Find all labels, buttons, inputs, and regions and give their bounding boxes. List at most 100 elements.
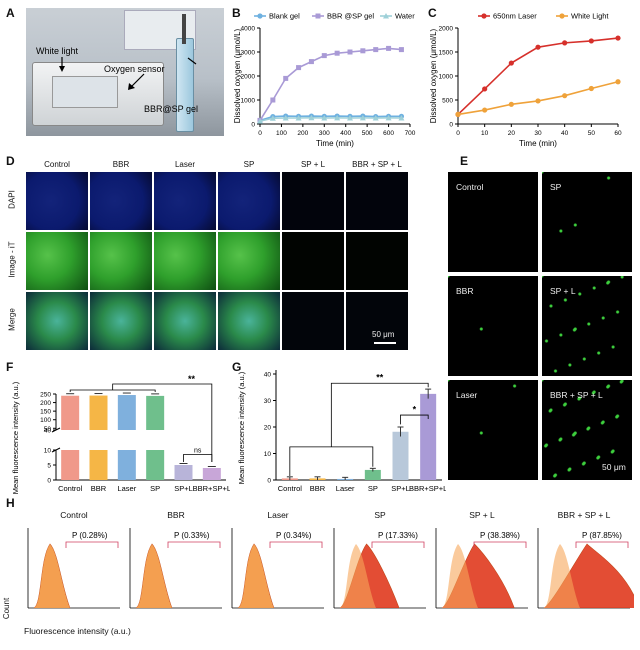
micrograph-grid-d: DAPI Image - iT Merge Control BBR Laser SP SP +… [0, 160, 420, 356]
x-tick-label: SP+L [174, 484, 193, 493]
micrograph-label: BBR [456, 286, 474, 296]
y-tick-label: 40 [44, 428, 52, 435]
series-line [259, 47, 402, 121]
control-peak [238, 544, 274, 608]
x-tick-label: 600 [383, 130, 394, 137]
histogram-title: Control [60, 510, 88, 520]
chart-c-dissolved-oxygen-light: 0 10 20 30 40 50 60 0 500 1000 1500 2000 Time (min) D… [429, 12, 622, 149]
micrograph-tile [542, 276, 632, 376]
legend-label: BBR @SP gel [327, 12, 374, 21]
data-point [296, 65, 302, 71]
gate-line [65, 541, 119, 548]
panel-label-g: G [232, 360, 242, 374]
micrograph-tile [346, 172, 408, 230]
row-label: Image - iT [7, 241, 17, 278]
legend-marker [315, 13, 321, 19]
histogram-plot: P (0.34%) [231, 528, 324, 609]
micrograph-label: SP + L [550, 286, 576, 296]
y-tick-label: 20 [264, 425, 272, 432]
data-point [535, 44, 541, 50]
histogram-plot: P (17.33%) [333, 528, 426, 609]
x-tick-label: Control [278, 484, 303, 493]
bracket [112, 383, 213, 462]
data-point [308, 59, 314, 65]
data-point [562, 40, 568, 46]
y-tick-label: 0 [251, 122, 255, 129]
bracket [69, 389, 156, 392]
data-point [283, 75, 289, 81]
y-tick-label: 0 [47, 478, 51, 485]
series-line [259, 116, 402, 122]
micrograph-tile [26, 292, 88, 350]
data-point [321, 53, 327, 59]
panel-label-c: C [428, 6, 437, 20]
x-axis-label: Time (min) [316, 139, 354, 148]
gate-line [473, 541, 527, 548]
legend-marker [257, 13, 263, 19]
legend-marker [481, 13, 487, 19]
control-peak [34, 544, 70, 608]
panel-label-e: E [460, 154, 469, 168]
data-point [398, 47, 404, 53]
label-sample: BBR@SP gel [144, 104, 198, 114]
data-point [385, 114, 392, 121]
x-tick-label: Laser [336, 484, 355, 493]
significance-label: ** [188, 374, 196, 384]
data-point [482, 107, 488, 113]
histogram-plot: P (87.85%) [537, 528, 634, 609]
micrograph-tile [26, 232, 88, 290]
bracket [289, 446, 374, 477]
x-tick-label: 300 [319, 130, 330, 137]
micrograph-label: SP [550, 182, 562, 192]
x-tick-label: 700 [405, 130, 416, 137]
bracket [400, 414, 429, 425]
micrograph-tile [542, 172, 632, 272]
y-tick-label: 10 [44, 448, 52, 455]
y-axis-label: Mean fluorescence intensity (a.u.) [11, 381, 20, 494]
chart-b-dissolved-oxygen-gel: 0 100 200 300 400 500 600 700 0 1000 2000 3000 4000 T… [233, 12, 416, 149]
data-point [562, 93, 568, 99]
gate-line [167, 541, 221, 548]
y-tick-label: 2000 [241, 74, 256, 81]
bar [117, 450, 136, 480]
micrograph-tile [346, 292, 408, 350]
oxygen-sensor-photo: White light Oxygen sensor BBR@SP gel [26, 8, 224, 136]
x-tick-label: BBR+SP+L [193, 484, 230, 493]
data-point [270, 97, 276, 103]
gate-label: P (0.33%) [174, 531, 210, 540]
x-tick-label: 500 [362, 130, 373, 137]
x-axis-label: Fluorescence intensity (a.u.) [24, 626, 131, 636]
x-tick-label: 0 [456, 130, 460, 137]
data-point [334, 50, 340, 56]
histogram-title: BBR [167, 510, 185, 520]
legend-label: Blank gel [269, 12, 300, 21]
y-tick-label: 10 [264, 451, 272, 458]
y-tick-label: 500 [442, 98, 453, 105]
control-peak [442, 544, 478, 608]
column-label: Control [44, 160, 70, 169]
x-tick-label: 200 [297, 130, 308, 137]
data-point [373, 47, 379, 53]
micrograph-label: Laser [456, 390, 478, 400]
y-tick-label: 1000 [439, 74, 454, 81]
bar [117, 395, 136, 430]
bar [146, 450, 165, 480]
bar [61, 395, 80, 430]
y-tick-label: 200 [40, 400, 51, 407]
bar [420, 393, 437, 480]
significance-label: * [413, 404, 417, 414]
chart-g-mean-fluorescence: 0 10 20 30 40 Mean fluorescence intensity (a.… [237, 370, 446, 493]
micrograph-tile [282, 292, 344, 350]
histogram-plot: P (38.38%) [435, 528, 528, 609]
data-point [334, 114, 341, 121]
column-label: SP + L [300, 160, 326, 169]
y-tick-label: 2000 [439, 26, 454, 33]
y-axis-label: Dissolved oxygen (μmol/L) [233, 28, 242, 123]
series-line [457, 80, 619, 116]
y-tick-label: 100 [40, 417, 51, 424]
micrograph-tile [282, 232, 344, 290]
data-point [257, 118, 263, 124]
micrograph-label: BBR + SP + L [550, 390, 603, 400]
x-tick-label: Control [58, 484, 83, 493]
